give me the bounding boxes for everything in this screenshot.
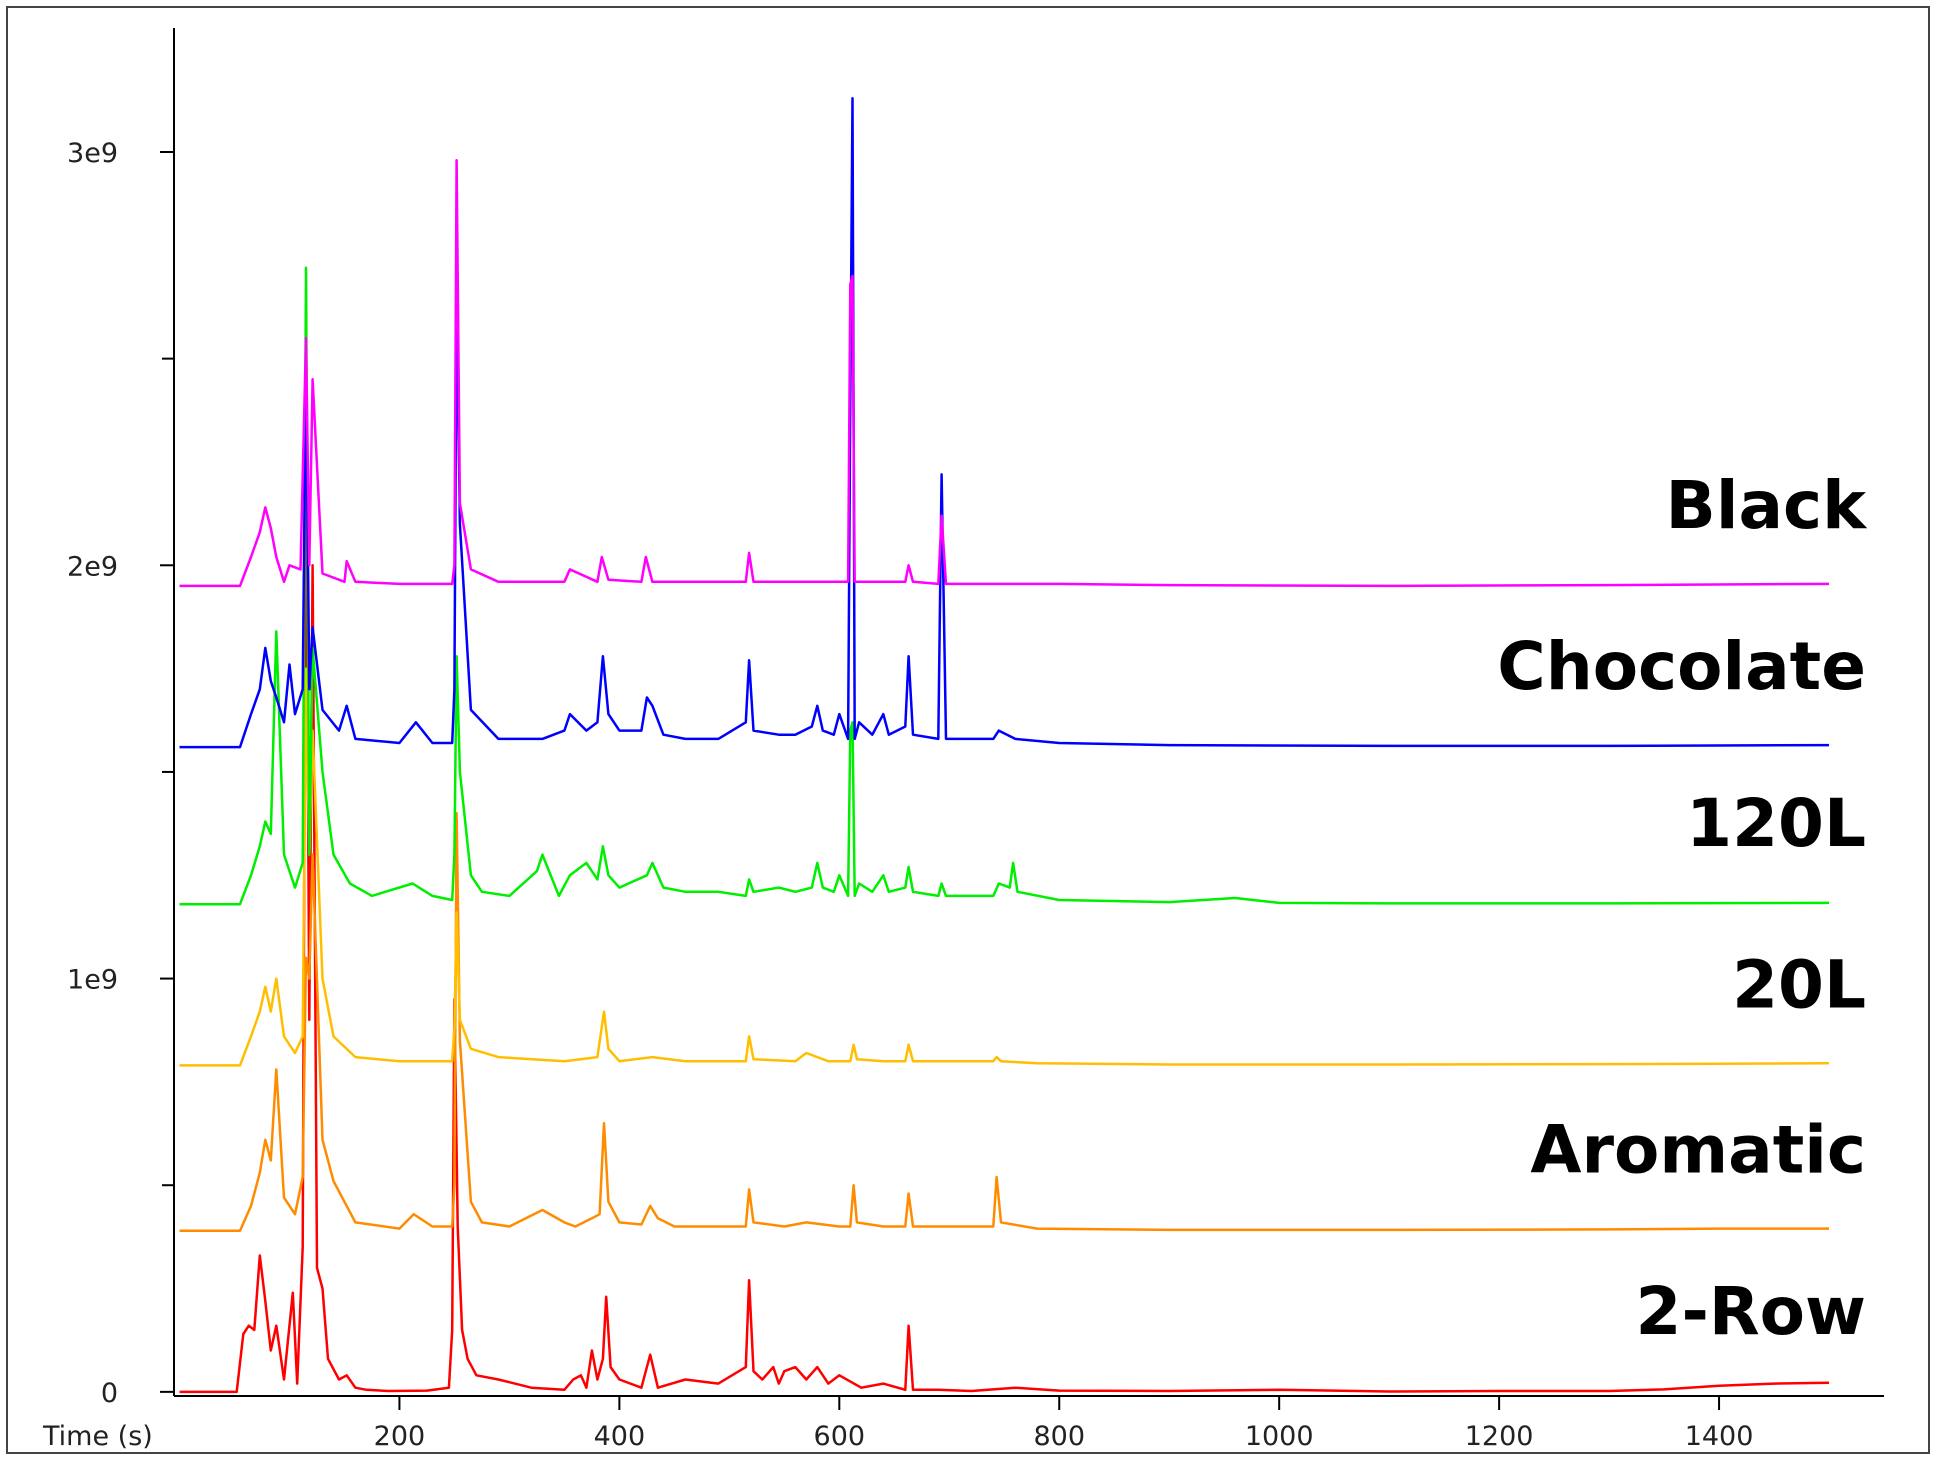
tick-layer: 200 400 600 800 1000 1200 1400 0 1e9 2e9 3e9 xyxy=(67,138,1753,1452)
x-tick-label-1000: 1000 xyxy=(1245,1421,1314,1452)
series-layer xyxy=(179,97,1830,1394)
x-tick-label-600: 600 xyxy=(814,1421,866,1452)
chromatogram-chart: 200 400 600 800 1000 1200 1400 0 1e9 2e9 3e9 Time … xyxy=(42,28,1884,1452)
series-label-aromatic: Aromatic xyxy=(1530,1112,1866,1189)
series-line-black xyxy=(179,159,1830,588)
series-label-120l: 120L xyxy=(1686,785,1866,862)
y-tick-label-0: 0 xyxy=(101,1378,118,1409)
series-label-black: Black xyxy=(1666,467,1869,544)
x-tick-label-200: 200 xyxy=(374,1421,426,1452)
series-line-20l xyxy=(179,667,1830,1067)
x-tick-label-1200: 1200 xyxy=(1465,1421,1534,1452)
series-line-aromatic xyxy=(179,812,1829,1232)
x-tick-label-1400: 1400 xyxy=(1685,1421,1754,1452)
series-line-chocolate xyxy=(179,97,1830,749)
series-label-layer: 2-Row Aromatic 20L 120L Chocolate Black xyxy=(1497,467,1868,1350)
series-label-2-row: 2-Row xyxy=(1636,1273,1866,1350)
y-tick-label-2: 2e9 xyxy=(67,551,118,582)
series-label-chocolate: Chocolate xyxy=(1497,628,1866,705)
x-axis-title: Time (s) xyxy=(42,1421,153,1452)
x-tick-label-400: 400 xyxy=(594,1421,646,1452)
y-tick-label-1: 1e9 xyxy=(67,965,118,996)
chart-frame: 200 400 600 800 1000 1200 1400 0 1e9 2e9 3e9 Time … xyxy=(6,6,1930,1454)
series-label-20l: 20L xyxy=(1732,946,1866,1023)
axis-layer xyxy=(173,28,1884,1397)
x-tick-label-800: 800 xyxy=(1033,1421,1085,1452)
y-tick-label-3: 3e9 xyxy=(67,138,118,169)
series-line-120l xyxy=(179,266,1830,906)
